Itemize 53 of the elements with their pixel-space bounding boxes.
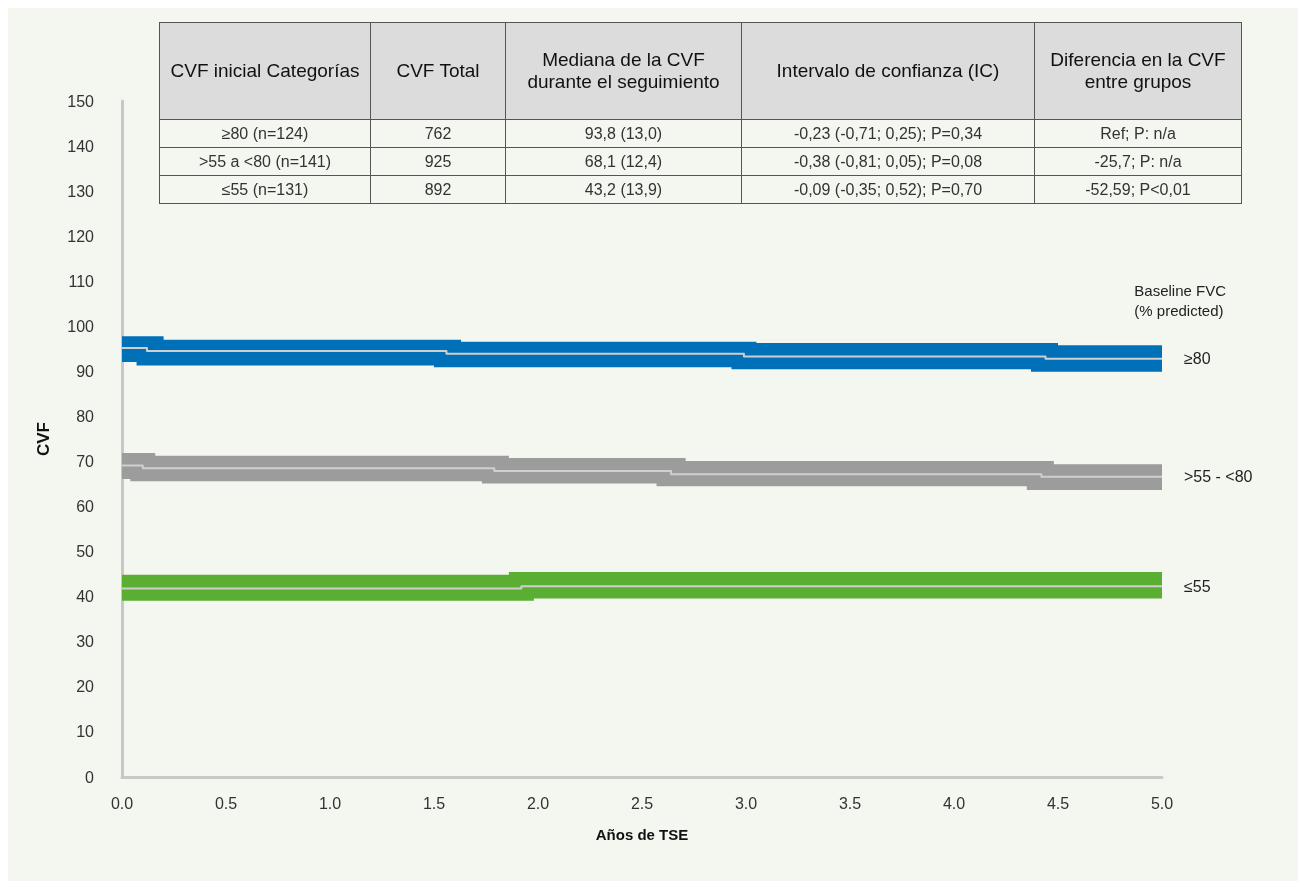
- x-tick-label: 2.5: [630, 794, 654, 812]
- series-label: >55 - <80: [1184, 468, 1253, 486]
- annotation: -0,09 (-0,35; 0,52); P=0,70: [741, 175, 1035, 204]
- x-tick-label: 5.0: [1150, 794, 1174, 812]
- annotation: 892: [370, 175, 506, 204]
- x-tick-label: 4.0: [942, 794, 966, 812]
- x-tick-label: 4.5: [1046, 794, 1070, 812]
- text: Diferencia en la CVF entre grupos: [1050, 49, 1226, 92]
- annotation: 93,8 (13,0): [505, 119, 742, 148]
- annotation: >55 a <80 (n=141): [159, 147, 371, 176]
- annotation: Ref; P: n/a: [1034, 119, 1242, 148]
- x-tick-label: 1.0: [318, 794, 342, 812]
- y-tick-label: 120: [67, 227, 95, 245]
- y-tick-label: 110: [68, 272, 95, 290]
- text: Intervalo de confianza (IC): [776, 60, 1000, 81]
- y-tick-label: 30: [76, 633, 95, 651]
- series-label: ≤55: [1184, 577, 1211, 595]
- annotation: 68,1 (12,4): [505, 147, 742, 176]
- x-tick-label: 3.5: [838, 794, 862, 812]
- y-tick-label: 80: [76, 407, 95, 425]
- y-tick-label: 10: [76, 723, 95, 741]
- y-axis-title: CVF: [34, 422, 53, 456]
- x-tick-label: 3.0: [734, 794, 758, 812]
- y-tick-label: 100: [67, 317, 95, 335]
- x-tick-label: 1.5: [422, 794, 446, 812]
- y-tick-label: 0: [85, 768, 95, 786]
- x-tick-label: 0.0: [110, 794, 134, 812]
- text: CVF Total: [396, 60, 480, 81]
- annotation: 925: [370, 147, 506, 176]
- annotation: -0,23 (-0,71; 0,25); P=0,34: [741, 119, 1035, 148]
- y-tick-label: 60: [76, 498, 95, 516]
- y-tick-label: 40: [76, 588, 95, 606]
- annotation: 762: [370, 119, 506, 148]
- y-tick-label: 150: [67, 92, 95, 110]
- x-tick-label: 2.0: [526, 794, 550, 812]
- series-label: ≥80: [1184, 350, 1211, 368]
- text: Mediana de la CVF durante el seguimiento: [527, 49, 720, 92]
- x-axis-title: Años de TSE: [595, 826, 689, 843]
- y-tick-label: 20: [76, 678, 95, 696]
- text: CVF inicial Categorías: [170, 60, 360, 81]
- annotation: -25,7; P: n/a: [1034, 147, 1242, 176]
- y-tick-label: 70: [76, 453, 95, 471]
- y-tick-label: 50: [76, 543, 95, 561]
- annotation: -52,59; P<0,01: [1034, 175, 1242, 204]
- annotation: ≥80 (n=124): [159, 119, 371, 148]
- legend-title: Baseline FVC (% predicted): [1134, 281, 1227, 319]
- y-tick-label: 90: [76, 362, 95, 380]
- y-tick-label: 140: [67, 137, 95, 155]
- annotation: 43,2 (13,9): [505, 175, 742, 204]
- annotation: -0,38 (-0,81; 0,05); P=0,08: [741, 147, 1035, 176]
- y-tick-label: 130: [67, 182, 95, 200]
- x-tick-label: 0.5: [214, 794, 238, 812]
- annotation: ≤55 (n=131): [159, 175, 371, 204]
